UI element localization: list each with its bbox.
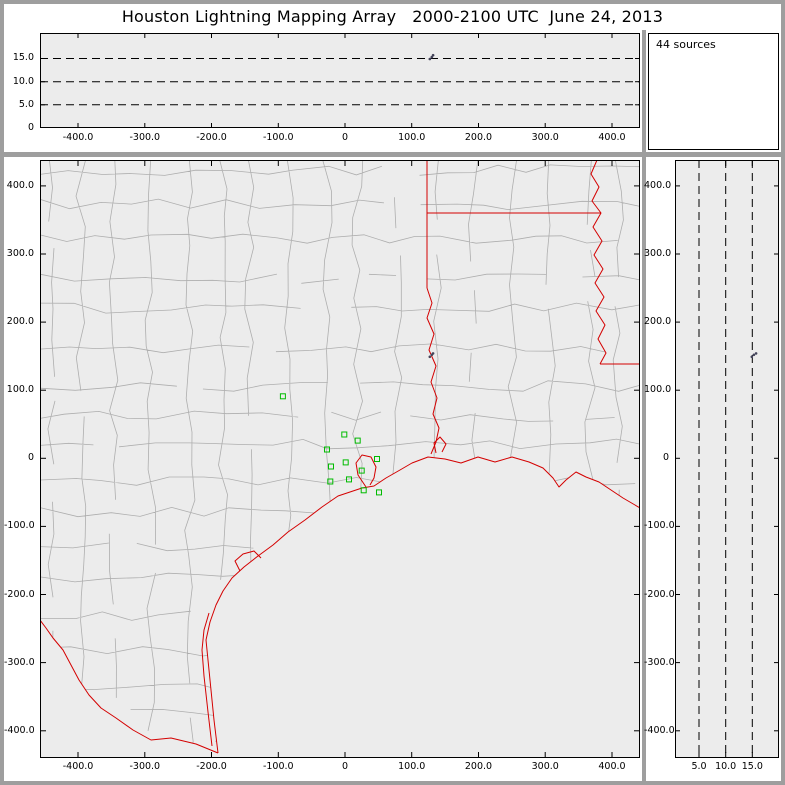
tick-label: 100.0 (398, 761, 426, 772)
tick-label: 0 (341, 132, 349, 143)
tick-label: 200.0 (6, 316, 34, 328)
tick-label: -400.0 (62, 761, 94, 772)
tick-label: -300.0 (129, 132, 161, 143)
tick-label: -100.0 (262, 761, 294, 772)
tick-label: -200.0 (196, 132, 227, 143)
altitude-vs-north-panel[interactable] (675, 160, 779, 758)
tick-label: -100.0 (262, 132, 294, 143)
page-title: Houston Lightning Mapping Array 2000-210… (121, 7, 664, 26)
tick-label: 400.0 (6, 179, 34, 191)
tick-label: 10.0 (12, 75, 34, 87)
plan-view-map-panel[interactable] (40, 160, 640, 758)
sources-box: 44 sources (648, 33, 779, 150)
tick-label: 200.0 (464, 761, 493, 772)
tick-label: 0 (341, 761, 349, 772)
tick-label: 5.0 (691, 761, 707, 772)
tick-label: 200.0 (644, 316, 672, 328)
horizontal-divider (4, 152, 781, 157)
tick-label: 100.0 (398, 132, 426, 143)
tick-label: 300.0 (531, 132, 559, 143)
tick-label: 400.0 (598, 761, 626, 772)
tick-label: -400.0 (4, 724, 35, 736)
tick-label: 100.0 (6, 384, 34, 396)
tick-label: 15.0 (741, 761, 763, 772)
tick-label: -300.0 (129, 761, 161, 772)
title-bar: Houston Lightning Mapping Array 2000-210… (4, 7, 781, 31)
tick-label: 15.0 (12, 52, 34, 64)
vertical-divider (642, 30, 646, 781)
tick-label: 0 (662, 452, 669, 464)
tick-label: 400.0 (598, 132, 626, 143)
tick-label: 300.0 (6, 247, 34, 259)
tick-label: -200.0 (196, 761, 227, 772)
tick-label: 200.0 (464, 132, 493, 143)
tick-label: -200.0 (644, 588, 675, 600)
tick-label: 10.0 (715, 761, 737, 772)
tick-label: -300.0 (4, 656, 35, 668)
tick-label: -400.0 (62, 132, 94, 143)
tick-label: 0 (27, 452, 34, 464)
tick-label: 300.0 (644, 247, 672, 259)
tick-label: 5.0 (18, 98, 34, 110)
tick-label: 0 (27, 122, 34, 133)
tick-label: -100.0 (644, 520, 675, 532)
tick-label: -400.0 (644, 724, 675, 736)
tick-label: 100.0 (644, 384, 672, 396)
altitude-vs-east-panel[interactable] (40, 33, 640, 128)
tick-label: -200.0 (4, 588, 35, 600)
tick-label: -300.0 (644, 656, 675, 668)
sources-count-label: 44 sources (656, 38, 716, 51)
tick-label: -100.0 (4, 520, 35, 532)
tick-label: 400.0 (644, 179, 672, 191)
tick-label: 300.0 (531, 761, 559, 772)
